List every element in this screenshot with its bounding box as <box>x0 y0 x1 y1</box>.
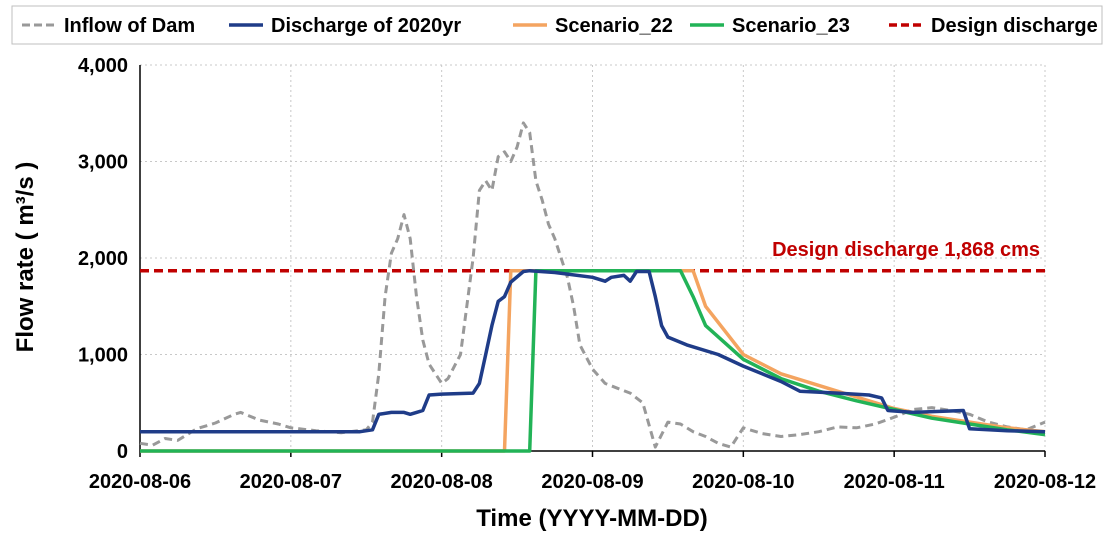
axis-labels: Flow rate ( m³/s ) Time (YYYY-MM-DD) Des… <box>12 162 1040 532</box>
x-tick-label: 2020-08-08 <box>391 471 493 493</box>
y-tick-label: 4,000 <box>78 55 128 77</box>
series-line-scenario-23 <box>140 268 1046 453</box>
x-tick-label: 2020-08-10 <box>692 471 794 493</box>
y-axis-label: Flow rate ( m³/s ) <box>12 162 39 353</box>
gridlines <box>140 64 1046 451</box>
y-tick-label: 2,000 <box>78 248 128 270</box>
y-tick-label: 0 <box>117 441 128 463</box>
legend-label-inflow-of-dam: Inflow of Dam <box>64 15 195 37</box>
legend-label-scenario-22: Scenario_22 <box>555 15 673 37</box>
series-lines <box>139 121 1046 453</box>
x-tick-label: 2020-08-11 <box>844 471 945 493</box>
x-tick-label: 2020-08-06 <box>89 471 191 493</box>
x-tick-label: 2020-08-09 <box>541 471 643 493</box>
legend: Inflow of Dam Discharge of 2020yr Scenario… <box>11 5 1103 45</box>
axes: 0 1,000 2,000 3,000 4,000 2020-08-06 2020-08-0… <box>78 55 1096 493</box>
y-tick-label: 1,000 <box>78 345 128 367</box>
legend-label-discharge-of-2020yr: Discharge of 2020yr <box>271 15 461 37</box>
legend-label-scenario-23: Scenario_23 <box>732 15 850 37</box>
series-line-discharge-of-2020yr <box>140 268 1046 434</box>
x-axis-label: Time (YYYY-MM-DD) <box>476 505 708 532</box>
x-tick-label: 2020-08-07 <box>240 471 342 493</box>
y-tick-label: 3,000 <box>78 152 128 174</box>
x-tick-label: 2020-08-12 <box>994 471 1096 493</box>
legend-label-design-discharge: Design discharge <box>931 15 1098 37</box>
design-discharge-annotation: Design discharge 1,868 cms <box>772 239 1040 261</box>
